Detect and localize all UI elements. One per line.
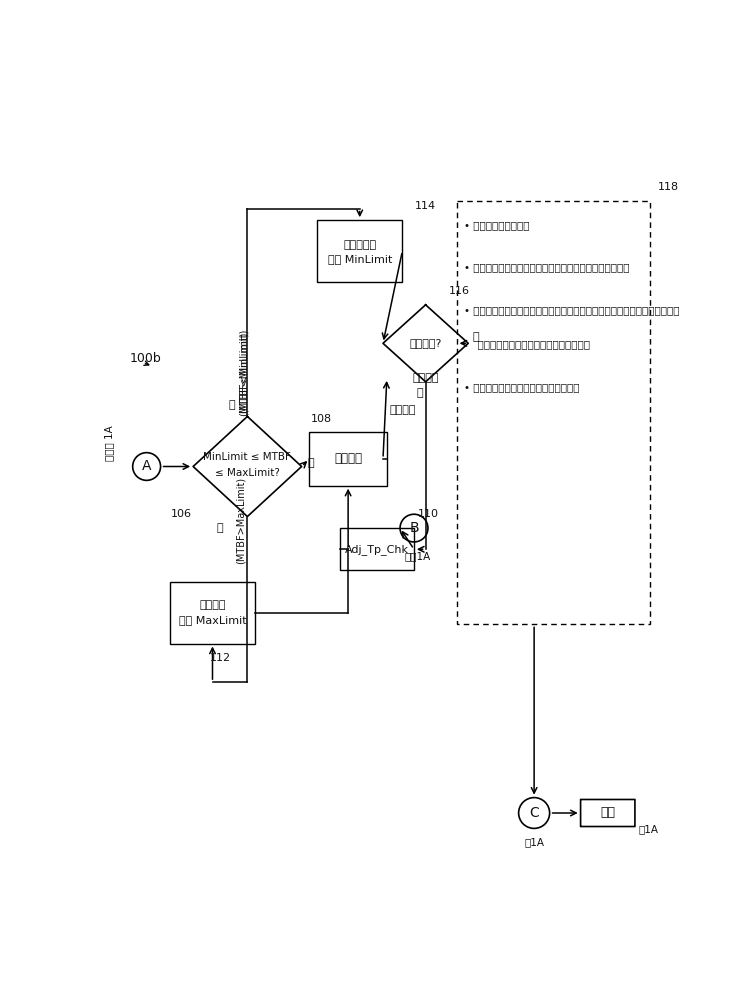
Text: Adj_Tp_Chk: Adj_Tp_Chk (345, 544, 409, 555)
Text: MinLimit ≤ MTBF: MinLimit ≤ MTBF (203, 452, 291, 462)
Text: 更新 MaxLimit: 更新 MaxLimit (179, 615, 246, 626)
Text: B: B (409, 521, 419, 535)
Text: (MTBF<MinLimit): (MTBF<MinLimit) (239, 332, 248, 416)
Text: 恢复节点的祖先节点转发信号／与其通信: 恢复节点的祖先节点转发信号／与其通信 (471, 339, 590, 349)
Text: 100b: 100b (129, 352, 161, 365)
Text: 工作迁移: 工作迁移 (412, 373, 439, 383)
Text: 工作迁移?: 工作迁移? (409, 338, 442, 348)
Text: 执行检查点: 执行检查点 (343, 240, 376, 250)
Text: 图1A: 图1A (638, 825, 658, 835)
Text: 118: 118 (658, 182, 679, 192)
Text: A: A (142, 460, 151, 474)
Text: 结束: 结束 (600, 806, 616, 820)
Text: • 如果故障节点的祖先节点尚未发生，则提取工作的状态。: • 如果故障节点的祖先节点尚未发生，则提取工作的状态。 (464, 262, 630, 272)
Text: 否: 否 (217, 523, 224, 533)
Text: ≤ MaxLimit?: ≤ MaxLimit? (215, 468, 280, 478)
Text: 非检查点: 非检查点 (334, 452, 362, 465)
Bar (170, 582, 255, 644)
Text: 否: 否 (416, 388, 423, 398)
Bar (457, 201, 650, 624)
Text: 106: 106 (171, 509, 191, 519)
Bar (310, 432, 387, 486)
Text: 来自图 1A: 来自图 1A (104, 426, 115, 461)
Text: 至图1A: 至图1A (405, 551, 431, 561)
Text: 是: 是 (472, 332, 479, 342)
Text: 110: 110 (418, 509, 439, 519)
Text: 图1A: 图1A (524, 838, 544, 848)
Text: • 恢复节点的代理协商: • 恢复节点的代理协商 (464, 220, 530, 230)
Text: 工作迁移: 工作迁移 (389, 405, 415, 415)
Text: 108: 108 (311, 414, 332, 424)
Text: 112: 112 (210, 653, 231, 663)
Text: 更新 MinLimit: 更新 MinLimit (327, 254, 392, 264)
Text: 114: 114 (415, 201, 436, 211)
Bar (341, 528, 414, 570)
Text: • 否则，将通过搜索消息（通过扫描通信协议等级的消息）来保持向新分配的: • 否则，将通过搜索消息（通过扫描通信协议等级的消息）来保持向新分配的 (464, 305, 680, 315)
Text: • 迁移的工作将在目的地恢复节点中继续: • 迁移的工作将在目的地恢复节点中继续 (464, 382, 580, 392)
Text: (MTBF<MinLimit): (MTBF<MinLimit) (239, 328, 249, 413)
FancyBboxPatch shape (581, 799, 635, 827)
Text: 116: 116 (449, 286, 470, 296)
Text: 否: 否 (228, 400, 235, 410)
Bar (317, 220, 402, 282)
Text: C: C (529, 806, 539, 820)
Text: 是: 是 (308, 458, 315, 468)
Text: (MTBF>MaxLimit): (MTBF>MaxLimit) (236, 477, 246, 564)
Text: 非检查点: 非检查点 (200, 600, 225, 610)
